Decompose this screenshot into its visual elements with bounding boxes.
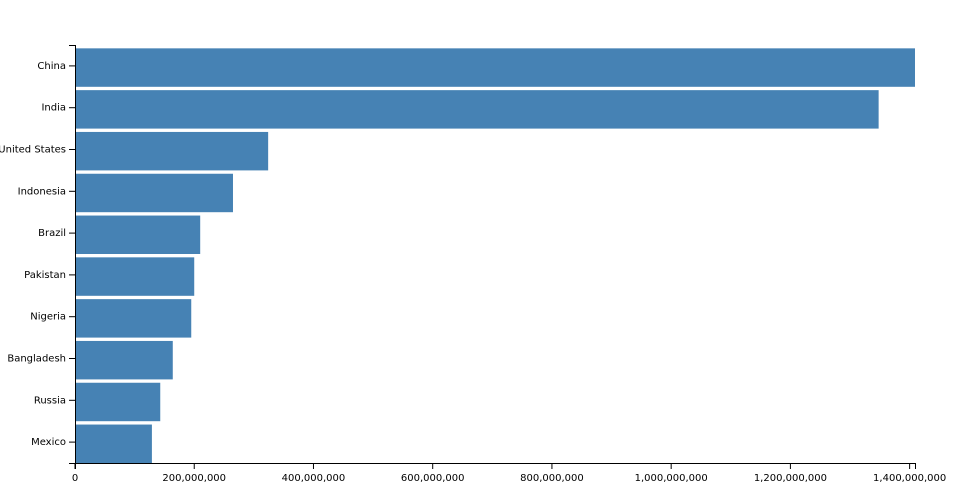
y-tick-label: United States [0, 145, 66, 156]
bar [75, 215, 201, 254]
x-tick-label: 0 [72, 473, 78, 484]
y-axis-line [69, 45, 76, 464]
x-tick-label: 1,400,000,000 [873, 473, 946, 484]
y-tick-label: Bangladesh [7, 354, 66, 365]
bar [75, 299, 192, 338]
x-axis-line [75, 463, 916, 469]
x-tick-label: 200,000,000 [162, 473, 226, 484]
x-tick-label: 600,000,000 [401, 473, 465, 484]
y-tick-label: Mexico [31, 437, 66, 448]
x-tick-label: 1,200,000,000 [754, 473, 827, 484]
x-tick-label: 400,000,000 [282, 473, 346, 484]
bar [75, 131, 269, 171]
x-tick-label: 800,000,000 [520, 473, 584, 484]
x-tick-label: 1,000,000,000 [635, 473, 708, 484]
y-tick-label: Brazil [38, 228, 66, 239]
bar [75, 424, 152, 463]
bar [75, 257, 195, 296]
y-tick-label: Russia [34, 395, 66, 406]
bar [75, 173, 233, 213]
y-tick-label: China [37, 61, 66, 72]
y-tick-label: Indonesia [18, 186, 66, 197]
bar [75, 382, 161, 422]
y-tick-label: Pakistan [24, 270, 66, 281]
bar [75, 340, 173, 380]
bar [75, 90, 879, 129]
y-tick-label: Nigeria [30, 312, 66, 323]
bar [75, 48, 915, 87]
y-tick-label: India [41, 103, 66, 114]
